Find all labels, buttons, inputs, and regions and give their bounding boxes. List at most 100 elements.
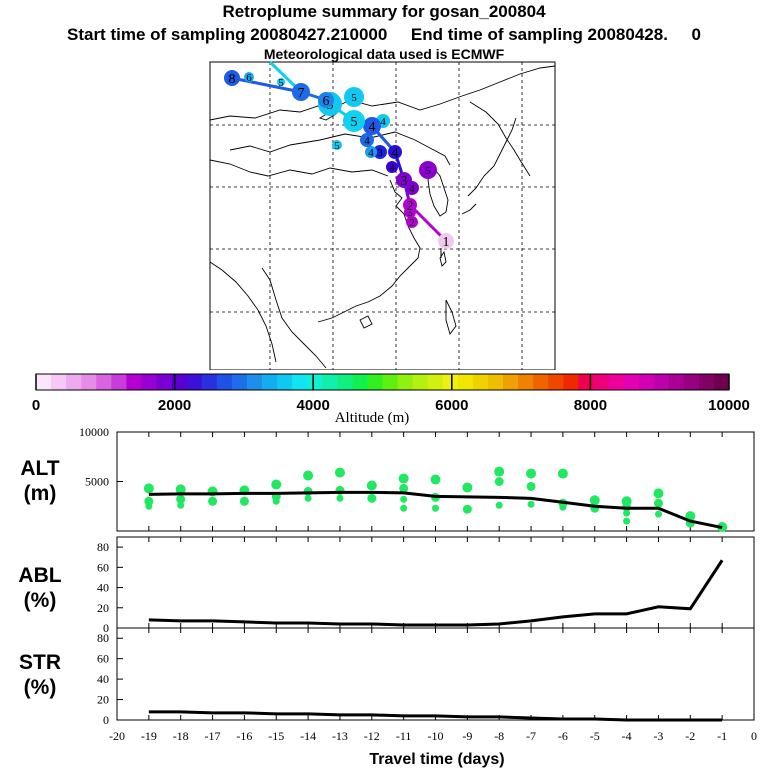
colorbar-tick-label: 8000 [574,397,607,414]
philippines [445,299,457,335]
svg-text:1: 1 [443,235,450,250]
altitude-point [430,474,441,485]
india-coast [209,261,277,363]
x-tick-label: -10 [428,729,444,743]
altitude-point [557,468,568,479]
x-tick-label: -2 [685,729,695,743]
colorbar-box [457,374,474,390]
altitude-point [495,501,503,509]
trajectory-point: 5 [343,110,365,132]
svg-text:3: 3 [401,174,408,189]
colorbar-box [261,374,278,390]
altitude-point [272,497,280,505]
x-tick-label: -16 [236,729,252,743]
coast-china-east [317,179,421,323]
altitude-point [653,498,663,508]
alt-chart: 5000 10000 [79,428,755,533]
x-axis-label: Travel time (days) [369,751,504,768]
svg-text:5: 5 [278,77,284,89]
altitude-point [462,482,473,493]
colorbar-tick-label: 4000 [297,397,330,414]
colorbar-box [427,374,444,390]
border-china-south [209,159,389,177]
colorbar-box [96,374,112,390]
svg-text:4: 4 [392,146,399,161]
altitude-point [654,510,662,518]
svg-text:8: 8 [229,72,236,87]
trajectory-markers: 234543445435651234455678 [224,70,454,258]
y-tick-label: 80 [97,540,109,554]
trajectory-marker: 4 [365,146,377,159]
trajectory-point: 7 [292,83,310,101]
colorbar-tick-label: 6000 [435,397,468,414]
x-tick-label: -15 [268,729,284,743]
colorbar-box [518,374,534,390]
svg-text:5: 5 [351,92,357,104]
y-tick-label: 20 [97,693,109,707]
japan-islands [461,117,517,215]
altitude-point [526,468,537,479]
svg-text:5: 5 [425,165,431,177]
altitude-point [527,500,535,508]
colorbar-box [487,374,504,390]
trajectory-marker: 3 [373,145,387,159]
trajectory-marker: 4 [360,133,374,147]
trajectory-point: 4 [363,117,381,135]
altitude-point [143,483,154,494]
trajectory-marker: 5 [332,140,342,152]
colorbar-box [171,374,188,390]
y-tick-label: 80 [97,631,109,645]
colorbar-box [337,374,353,390]
colorbar-box [713,374,730,390]
x-tick-label: -7 [526,729,536,743]
colorbar-box [548,374,564,390]
colorbar-box [367,374,383,390]
altitude-point [239,496,249,506]
colorbar-box [638,374,655,390]
colorbar-box [623,374,640,390]
sampling-time-text: Start time of sampling 20080427.210000 E… [66,25,701,44]
x-tick-label: -18 [173,729,189,743]
colorbar-box [277,374,293,390]
svg-text:5: 5 [334,140,340,152]
svg-text:6: 6 [246,72,252,84]
svg-text:2: 2 [409,217,415,229]
colorbar-box [593,374,609,390]
trajectory-marker: 5 [344,87,364,107]
trajectory-point: 6 [318,92,334,109]
plot-frame [116,627,755,721]
colorbar-box [668,374,685,390]
colorbar-tick-label: 0 [32,397,40,414]
korea-peninsula [427,165,449,217]
altitude-point [304,494,312,502]
abl-chart: 0 20 40 60 80 [97,536,755,635]
trajectory-point: 2 [403,198,417,214]
x-tick-label: -4 [622,729,632,743]
y-tick-label: 60 [97,560,109,574]
x-tick-label: -20 [109,729,125,743]
x-tick-label: -1 [717,729,727,743]
y-tick-label: 60 [97,652,109,666]
svg-text:6: 6 [323,94,330,109]
altitude-point [208,496,218,506]
altitude-point [559,503,567,511]
colorbar-box [352,374,368,390]
altitude-point [462,504,472,514]
altitude-point [653,488,664,499]
y-tick-label: 40 [97,672,109,686]
trajectory-marker: 6 [244,72,254,84]
colorbar-box [201,374,218,390]
taiwan [439,250,447,267]
trajectory-point: 3 [396,172,412,189]
x-tick-label: -11 [396,729,412,743]
colorbar-box [442,374,459,390]
colorbar-tick-label: 2000 [158,397,191,414]
svg-text:7: 7 [298,86,305,101]
meteorological-data-text: Meteorological data used is ECMWF [263,46,505,62]
colorbar-box [66,374,82,390]
svg-text:4: 4 [368,147,374,159]
svg-text:4: 4 [380,116,386,128]
svg-text:4: 4 [409,183,415,195]
